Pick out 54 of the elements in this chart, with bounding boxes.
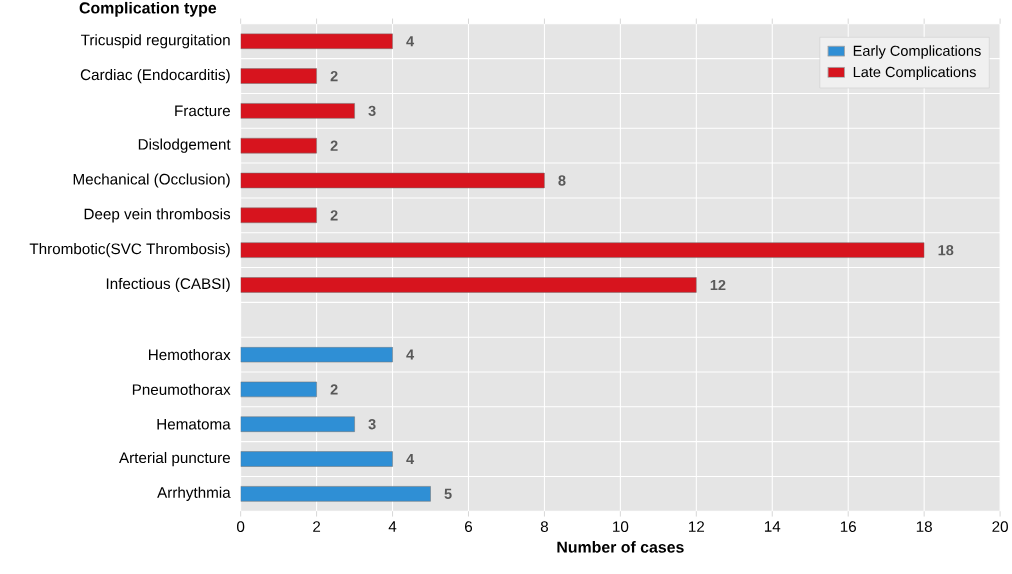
- x-tick-label: 12: [689, 521, 705, 532]
- x-tick-label: 14: [764, 521, 781, 532]
- x-tick-label: 16: [840, 521, 856, 533]
- y-tick-label: Cardiac (Endocarditis): [80, 69, 230, 84]
- data-label: 2: [330, 210, 338, 221]
- y-tick-label: Mechanical (Occlusion): [73, 173, 230, 188]
- bar: [240, 172, 545, 189]
- data-label: 2: [330, 384, 338, 395]
- data-label: 2: [330, 71, 338, 82]
- bar: [240, 103, 355, 119]
- data-label: 3: [368, 105, 376, 117]
- y-tick-label: Arterial puncture: [119, 452, 230, 467]
- legend-label: Early Complications: [853, 45, 981, 59]
- x-tick-label: 2: [313, 521, 321, 532]
- bar: [240, 346, 393, 363]
- data-label: 4: [406, 454, 415, 465]
- x-tick-label: 4: [388, 521, 397, 532]
- data-label: 2: [330, 140, 338, 151]
- bar: [240, 277, 697, 293]
- data-label: 8: [558, 175, 566, 186]
- legend-label: Late Complications: [853, 66, 976, 81]
- y-tick-label: Pneumothorax: [132, 383, 231, 396]
- y-tick-label: Infectious (CABSI): [106, 277, 230, 293]
- x-tick-label: 8: [540, 521, 548, 533]
- bar: [240, 451, 393, 467]
- y-tick-label: Dislodgement: [138, 138, 231, 153]
- x-tick-label: 10: [613, 521, 629, 533]
- y-tick-label: Fracture: [175, 105, 230, 117]
- data-label: 4: [406, 349, 415, 360]
- x-tick-label: 18: [916, 521, 932, 533]
- data-label: 18: [938, 245, 954, 256]
- y-tick-label: Hematoma: [157, 419, 231, 430]
- y-tick-label: Arrhythmia: [157, 486, 231, 502]
- y-tick-label: Hemothorax: [149, 349, 231, 361]
- bar: [240, 207, 317, 224]
- data-label: 5: [444, 488, 452, 500]
- x-tick-label: 20: [992, 521, 1008, 533]
- x-tick-label: 6: [465, 521, 473, 533]
- bar: [240, 416, 355, 433]
- y-tick-label: Thrombotic(SVC Thrombosis): [29, 243, 230, 258]
- bar: [240, 381, 317, 398]
- bar: [240, 33, 393, 50]
- data-label: 12: [710, 279, 726, 291]
- y-axis-title: Complication type: [79, 2, 217, 17]
- y-tick-label: Deep vein thrombosis: [84, 208, 231, 223]
- data-label: 3: [368, 419, 376, 430]
- x-axis-title: Number of cases: [557, 541, 684, 553]
- bar: [240, 68, 317, 84]
- bar: [240, 242, 925, 258]
- bar: [240, 138, 317, 154]
- bar: [240, 486, 431, 502]
- data-label: 4: [406, 36, 415, 47]
- y-tick-label: Tricuspid regurgitation: [80, 34, 230, 49]
- x-tick-label: 0: [237, 521, 245, 533]
